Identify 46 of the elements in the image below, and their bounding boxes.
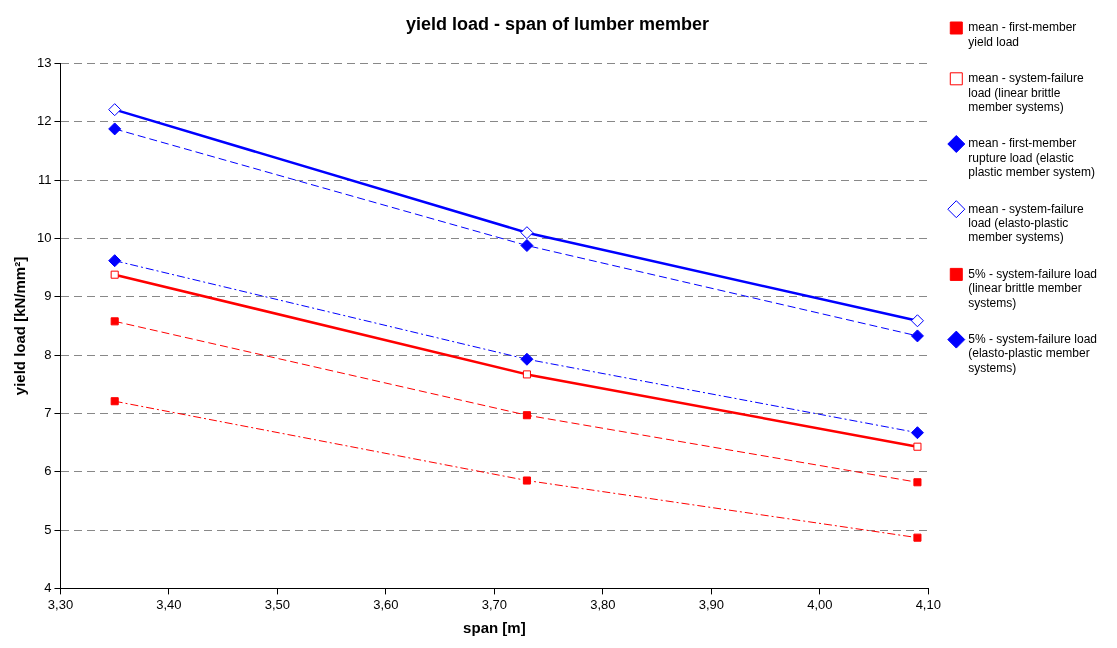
y-tick-label: 8 (44, 346, 52, 362)
y-axis-title: yield load [kN/mm²] (11, 256, 29, 396)
point (522, 476, 531, 485)
x-axis-title: span [m] (463, 619, 526, 637)
legend-label: 5% - system-failure load (elasto-plastic member systems) (968, 331, 1098, 375)
point (522, 411, 531, 420)
point (520, 352, 534, 366)
x-tick-label: 3,40 (156, 596, 182, 612)
point (913, 478, 922, 487)
legend-label: mean - system-failure load (linear brittle member systems) (968, 71, 1084, 114)
y-tick-label: 4 (44, 579, 52, 595)
y-tick-label: 10 (36, 230, 52, 246)
point (910, 426, 924, 440)
point (108, 254, 122, 268)
legend-label: mean - first-member yield load (968, 20, 1077, 49)
y-tick-label: 6 (44, 463, 52, 479)
x-tick-label: 3,90 (698, 596, 724, 612)
legend-label: mean - first-member rupture load (elastic plastic member system) (968, 136, 1095, 180)
x-tick-label: 3,30 (47, 596, 74, 612)
x-tick-label: 4,10 (915, 596, 941, 612)
point (522, 370, 531, 379)
point (520, 226, 534, 240)
point (108, 103, 122, 117)
point (913, 533, 922, 542)
point (910, 314, 924, 328)
chart-title: yield load - span of lumber member (405, 13, 710, 34)
x-tick-label: 3,80 (590, 596, 616, 612)
x-tick-label: 3,50 (264, 596, 291, 612)
legend-label: mean - system-failure load (elasto-plastic member systems) (968, 201, 1084, 245)
point (110, 397, 119, 406)
y-tick-label: 12 (36, 113, 52, 129)
x-tick-label: 3,70 (481, 596, 508, 612)
point (108, 122, 122, 136)
point (110, 317, 119, 326)
point (520, 239, 534, 253)
x-tick-label: 4,00 (807, 596, 833, 612)
point (910, 329, 924, 343)
x-tick-label: 3,60 (373, 596, 399, 612)
y-tick-label: 5 (44, 521, 52, 537)
y-tick-label: 9 (44, 288, 52, 304)
y-tick-label: 13 (36, 55, 52, 71)
y-tick-label: 7 (44, 405, 52, 421)
y-tick-label: 11 (37, 171, 52, 187)
point (110, 270, 119, 279)
legend-label: 5% - system-failure load (linear brittle member systems) (968, 266, 1098, 310)
point (913, 442, 922, 451)
